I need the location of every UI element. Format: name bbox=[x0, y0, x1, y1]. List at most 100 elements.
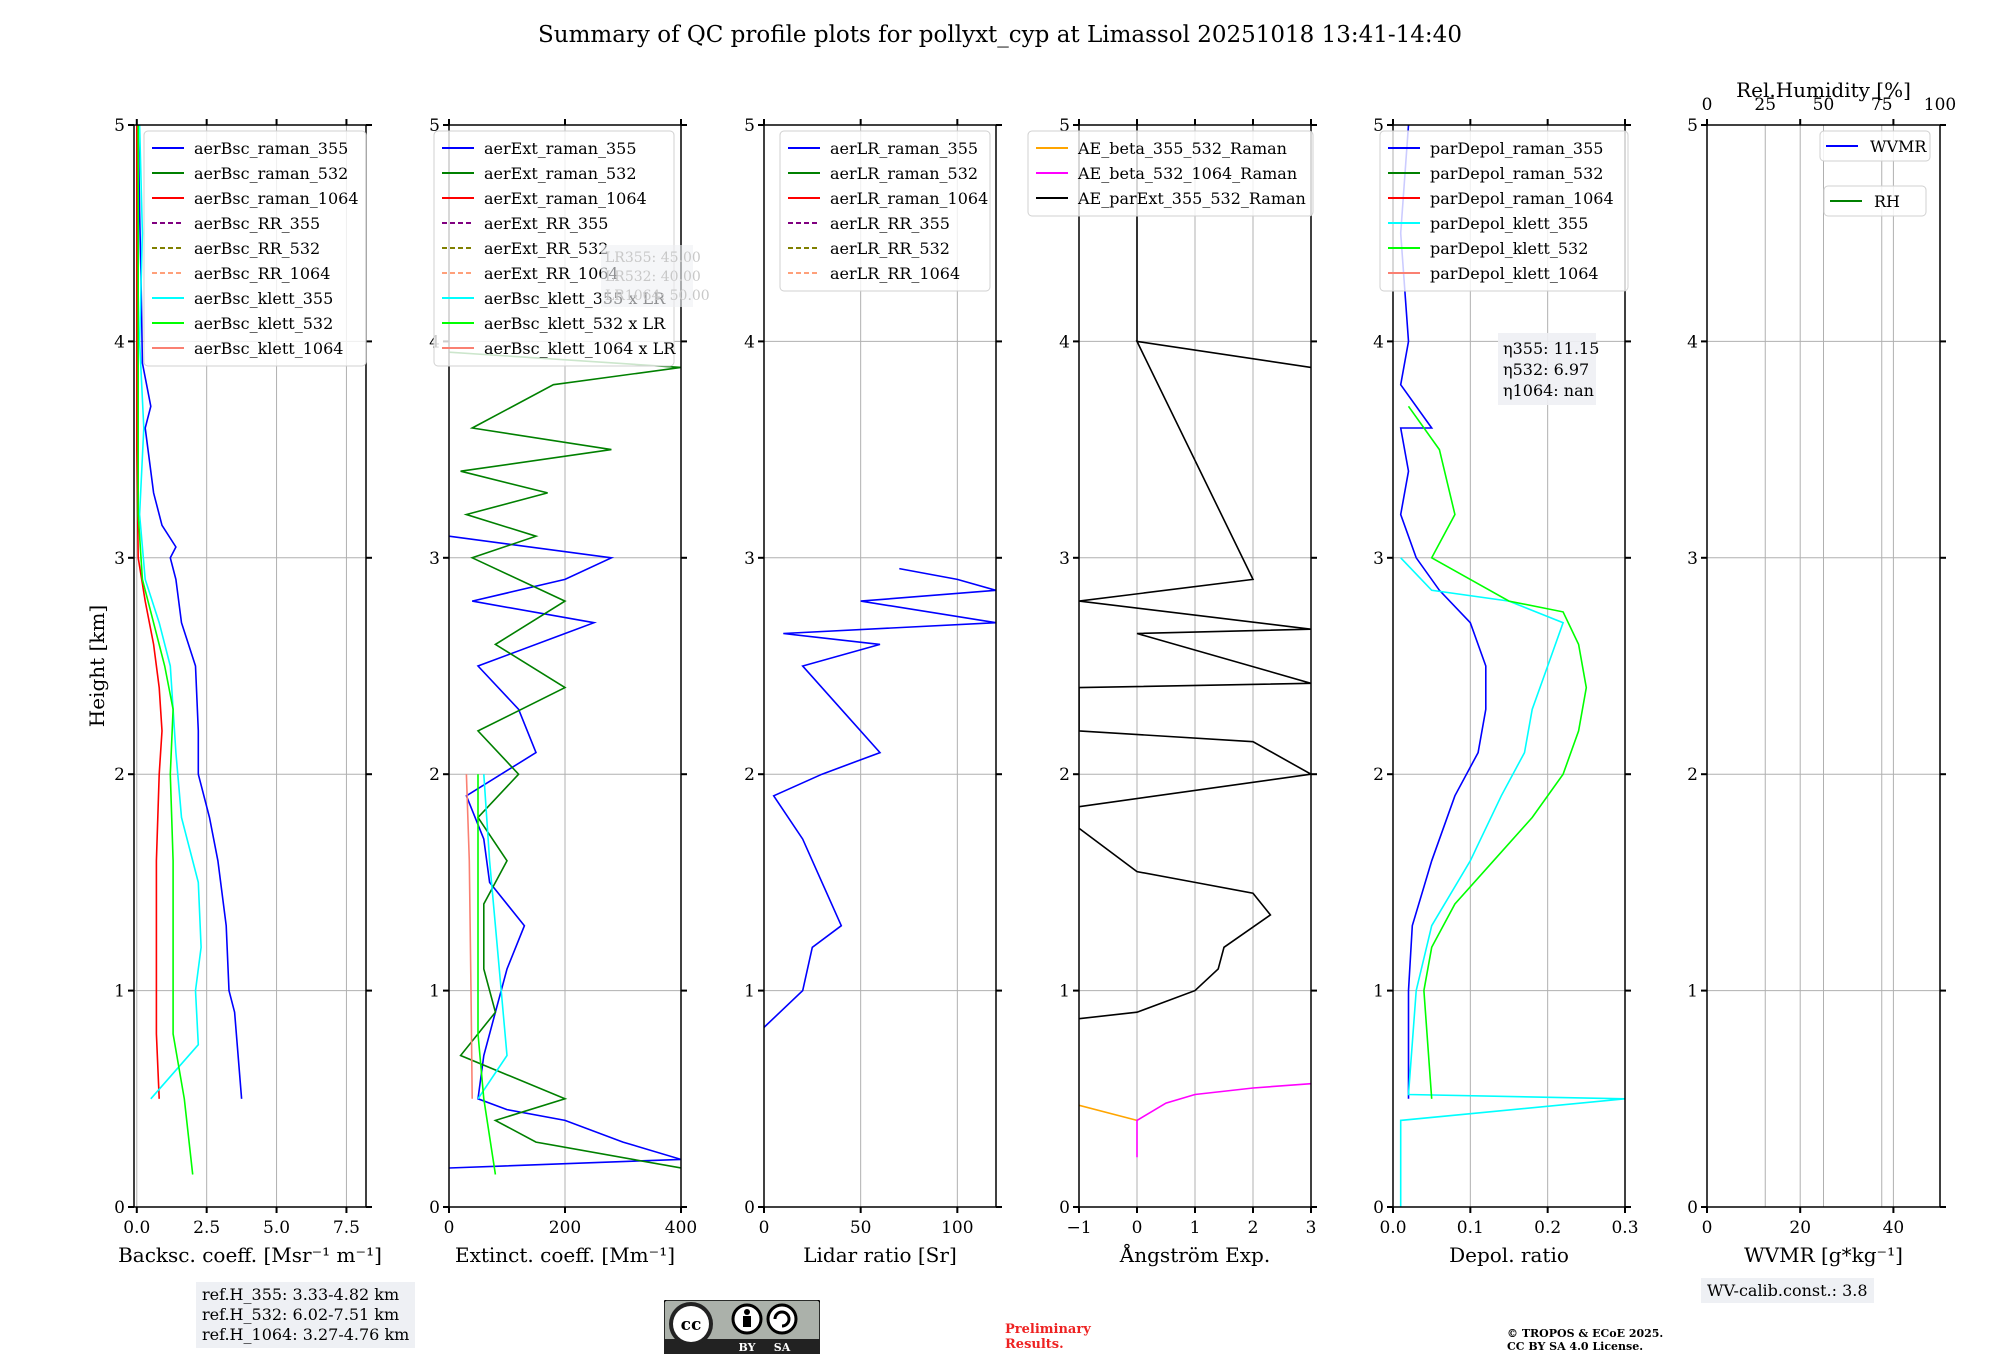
legend-label: aerBsc_raman_532 bbox=[194, 164, 348, 183]
x-axis-label: Ångström Exp. bbox=[1119, 1242, 1270, 1267]
axes-frame bbox=[1706, 124, 1941, 1208]
attribution-icon bbox=[731, 1303, 763, 1335]
series-aerBsc_klett_355 bbox=[138, 125, 202, 1100]
y-tick-label: 3 bbox=[1687, 549, 1698, 569]
panel-1: 0.0 2.5 5.0 7.5 0 1 2 3 4 5 Backsc. coeff. [Msr⁻¹ … bbox=[85, 116, 382, 1267]
legend-label: aerExt_RR_355 bbox=[484, 214, 608, 233]
legend-label: parDepol_klett_532 bbox=[1430, 239, 1588, 258]
series-aerBsc_klett_532 x LR bbox=[477, 774, 497, 1175]
by-label: BY bbox=[739, 1341, 756, 1354]
series-parDepol_klett_355 bbox=[1399, 557, 1625, 1207]
y-tick-label: 3 bbox=[1373, 549, 1384, 569]
y-tick-label: 1 bbox=[744, 982, 755, 1002]
y-tick-label: 2 bbox=[1059, 765, 1070, 785]
annotation-text: LR532: 40.00 bbox=[605, 269, 701, 285]
x-tick-label: 50 bbox=[850, 1218, 872, 1238]
y-tick-label: 4 bbox=[1059, 332, 1070, 352]
legend-label: parDepol_raman_1064 bbox=[1430, 189, 1614, 208]
series-AE_parExt_355_532_Raman bbox=[1079, 125, 1311, 1020]
legend-label: aerBsc_RR_355 bbox=[194, 214, 320, 233]
annotation-text: LR1064: 50.00 bbox=[605, 288, 710, 304]
legend-label: aerLR_RR_532 bbox=[830, 239, 950, 258]
axes-frame bbox=[1392, 124, 1626, 1208]
y-tick-label: 2 bbox=[429, 765, 440, 785]
y-tick-label: 5 bbox=[429, 116, 440, 136]
series-aerBsc_klett_1064 x LR bbox=[465, 774, 473, 1099]
legend-box bbox=[1823, 185, 1927, 217]
series-aerLR_raman_355 bbox=[764, 567, 996, 1028]
y-tick-label: 2 bbox=[744, 765, 755, 785]
y-tick-label: 2 bbox=[1687, 765, 1698, 785]
legend-label: parDepol_raman_355 bbox=[1430, 139, 1603, 158]
y-tick-label: 4 bbox=[1687, 332, 1698, 352]
legend-label: WVMR bbox=[1870, 137, 1927, 156]
legend-label: RH bbox=[1874, 192, 1900, 211]
x-axis-label: Lidar ratio [Sr] bbox=[803, 1243, 957, 1267]
legend-label: aerBsc_klett_1064 x LR bbox=[484, 339, 676, 358]
y-tick-label: 0 bbox=[114, 1198, 125, 1218]
y-tick-label: 0 bbox=[1059, 1198, 1070, 1218]
x-tick-label: 100 bbox=[941, 1218, 973, 1238]
x-axis-label: WVMR [g*kg⁻¹] bbox=[1744, 1243, 1903, 1267]
series-AE_beta_355_532_Raman bbox=[1079, 1104, 1138, 1122]
legend-label: aerLR_raman_532 bbox=[830, 164, 978, 183]
x-tick-label: 0 bbox=[444, 1218, 455, 1238]
x-tick-label: 20 bbox=[1789, 1218, 1811, 1238]
y-tick-label: 4 bbox=[114, 332, 125, 352]
annotation-box: η355: 11.15 η532: 6.97 η1064: nan bbox=[1498, 333, 1599, 405]
ref-height-355: ref.H_355: 3.33-4.82 km bbox=[202, 1285, 400, 1304]
legend-label: parDepol_raman_532 bbox=[1430, 164, 1603, 183]
x-tick-label: 0 bbox=[1702, 1218, 1713, 1238]
legend-label: parDepol_klett_1064 bbox=[1430, 264, 1599, 283]
x-tick-label: 0.0 bbox=[1379, 1218, 1406, 1238]
reference-height-box: ref.H_355: 3.33-4.82 km ref.H_532: 6.02-… bbox=[196, 1282, 416, 1348]
y-tick-label: 5 bbox=[114, 116, 125, 136]
legend: parDepol_raman_355 parDepol_raman_532 parD… bbox=[1379, 130, 1629, 292]
series-aerExt_raman_355 bbox=[449, 535, 681, 1169]
y-tick-label: 1 bbox=[429, 982, 440, 1002]
top-x-tick-label: 25 bbox=[1754, 95, 1776, 115]
x-tick-label: 0.0 bbox=[123, 1218, 150, 1238]
annotation-box: LR355: 45.00 LR532: 40.00 LR1064: 50.00 bbox=[601, 245, 710, 307]
y-tick-label: 2 bbox=[114, 765, 125, 785]
x-axis-label: Depol. ratio bbox=[1449, 1243, 1569, 1267]
legend-label: aerBsc_RR_1064 bbox=[194, 264, 330, 283]
y-tick-label: 4 bbox=[744, 332, 755, 352]
x-tick-label: 0.2 bbox=[1534, 1218, 1561, 1238]
share-alike-icon bbox=[766, 1303, 798, 1335]
legend-box bbox=[779, 130, 991, 292]
wv-calibration-constant: WV-calib.const.: 3.8 bbox=[1701, 1278, 1874, 1303]
legend-label: aerLR_raman_355 bbox=[830, 139, 978, 158]
y-tick-label: 0 bbox=[744, 1198, 755, 1218]
y-tick-label: 1 bbox=[1687, 982, 1698, 1002]
legend-label: aerBsc_RR_532 bbox=[194, 239, 320, 258]
x-tick-label: 200 bbox=[549, 1218, 581, 1238]
legend-label: aerLR_RR_355 bbox=[830, 214, 950, 233]
annotation-bg bbox=[1498, 333, 1596, 405]
legend-box bbox=[1027, 130, 1314, 217]
legend-label: parDepol_klett_355 bbox=[1430, 214, 1588, 233]
sa-label: SA bbox=[774, 1341, 791, 1354]
top-x-tick-label: 100 bbox=[1924, 95, 1956, 115]
legend-label: aerBsc_klett_1064 bbox=[194, 339, 343, 358]
legend-label: AE_beta_355_532_Raman bbox=[1077, 139, 1287, 158]
y-tick-label: 3 bbox=[1059, 549, 1070, 569]
y-tick-label: 3 bbox=[429, 549, 440, 569]
series-aerBsc_raman_1064 bbox=[136, 125, 163, 1099]
copyright-line-1: © TROPOS & ECoE 2025. bbox=[1507, 1327, 1664, 1340]
top-x-tick-label: 50 bbox=[1813, 95, 1835, 115]
legend: aerBsc_raman_355 aerBsc_raman_532 aerBsc_r… bbox=[143, 130, 367, 367]
y-tick-label: 0 bbox=[429, 1198, 440, 1218]
y-tick-label: 3 bbox=[114, 549, 125, 569]
legend-label: aerBsc_klett_355 bbox=[194, 289, 333, 308]
legend-label: AE_beta_532_1064_Raman bbox=[1077, 164, 1297, 183]
legend-label: aerBsc_klett_532 bbox=[194, 314, 333, 333]
x-tick-label: 2 bbox=[1248, 1218, 1259, 1238]
series-AE_beta_532_1064_Raman bbox=[1136, 1082, 1311, 1158]
y-axis-label: Height [km] bbox=[85, 605, 109, 727]
y-tick-label: 0 bbox=[1687, 1198, 1698, 1218]
annotation-text: LR355: 45.00 bbox=[605, 250, 701, 266]
y-tick-label: 2 bbox=[1373, 765, 1384, 785]
